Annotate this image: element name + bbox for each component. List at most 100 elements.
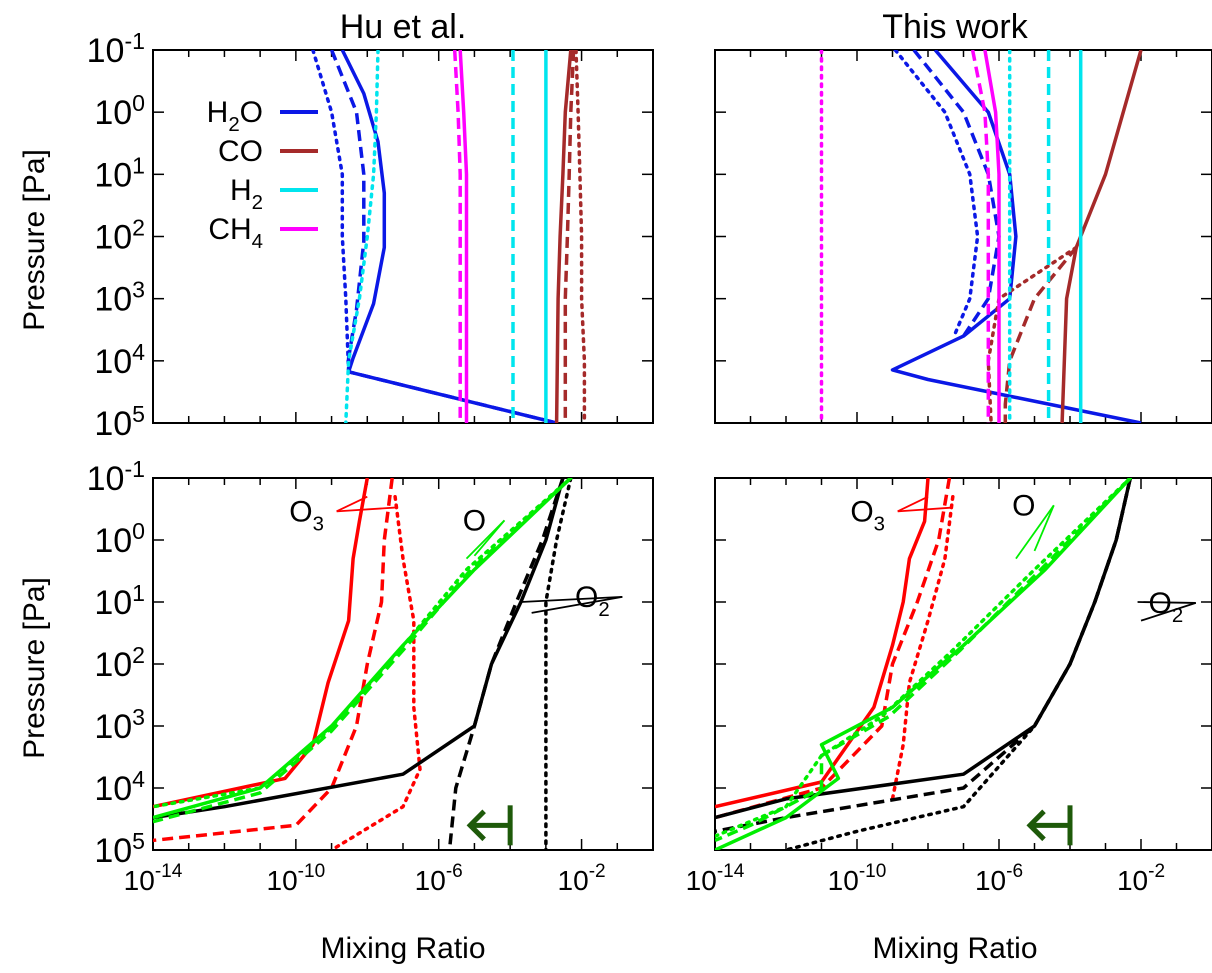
x-tick-label: 10-2	[558, 861, 606, 896]
series-h2-dotted	[344, 50, 380, 423]
annotation-leader	[520, 596, 623, 603]
annotation: O	[1012, 489, 1055, 560]
series-o-dashed	[715, 478, 1132, 843]
y-tick-label: 101	[94, 152, 145, 194]
plot-layer: 10-1100101102103104105H2OCOH2CH410-11001…	[87, 28, 1212, 896]
annotation: O2	[1137, 587, 1197, 627]
y-tick-label: 102	[94, 215, 145, 257]
panel-title-right: This work	[882, 8, 1028, 46]
series-h2o-dotted	[893, 50, 980, 335]
series-o2-dotted	[544, 478, 573, 850]
y-tick-label: 101	[94, 580, 145, 622]
series-h2o-dashed	[912, 50, 1001, 338]
series-o2-dotted	[784, 478, 1133, 850]
series-ch4-dashed	[452, 50, 462, 423]
series-group	[311, 50, 587, 423]
legend-label: CO	[218, 135, 263, 168]
series-co-solid	[1060, 50, 1143, 423]
annotation-leader	[1015, 504, 1055, 560]
annotation-leader	[1140, 602, 1197, 622]
x-tick-label: 10-10	[267, 861, 326, 896]
series-h2o-dashed	[329, 50, 558, 423]
x-tick-label: 10-14	[686, 861, 745, 896]
y-tick-label: 103	[94, 277, 145, 319]
y-tick-label: 103	[94, 704, 145, 746]
arrow-marker	[466, 805, 513, 846]
series-o3-solid	[153, 478, 370, 809]
x-tick-label: 10-10	[828, 861, 887, 896]
legend-label: H2O	[207, 96, 263, 136]
series-group	[715, 478, 1133, 850]
series-o3-dotted	[890, 494, 955, 801]
series-group	[153, 478, 573, 850]
annotation-label: O3	[850, 495, 885, 535]
x-tick-label: 10-14	[124, 861, 183, 896]
series-o3-solid	[715, 478, 930, 809]
series-co-solid	[554, 50, 573, 423]
series-h2o-solid	[340, 50, 558, 423]
panel-4: 10-14 10-10 10-6 10-2 O3 O O2	[686, 477, 1212, 896]
series-group	[819, 50, 1143, 423]
series-o-dotted	[715, 478, 1133, 838]
y-tick-label: 10-1	[87, 28, 145, 70]
annotation: O2	[520, 581, 623, 621]
series-ch4-solid	[458, 50, 469, 423]
annotation: O3	[289, 495, 396, 535]
annotation-label: O	[463, 504, 486, 537]
annotation-leader	[531, 596, 623, 614]
y-tick-label: 104	[94, 766, 145, 808]
annotation-label: O3	[289, 495, 324, 535]
tick-marks	[714, 49, 1212, 424]
annotation-label: O2	[1148, 587, 1183, 627]
tick-marks	[714, 477, 1212, 851]
y-tick-label: 100	[94, 518, 145, 560]
annotation: O3	[850, 495, 953, 535]
y-tick-label: 105	[94, 401, 145, 443]
panel-2	[714, 49, 1212, 424]
x-tick-label: 10-6	[975, 861, 1023, 896]
annotation: O	[463, 504, 506, 560]
series-o-dashed	[153, 478, 572, 824]
annotation-leader	[897, 495, 929, 513]
series-h2o-solid	[890, 50, 1142, 423]
annotation-leader	[897, 506, 953, 513]
arrow-marker	[1026, 805, 1073, 846]
x-tick-label: 10-2	[1117, 861, 1165, 896]
panel-title-left: Hu et al.	[340, 8, 467, 46]
y-axis-label-bottom: Pressure [Pa]	[18, 577, 51, 759]
x-axis-label-right: Mixing Ratio	[872, 932, 1037, 965]
y-tick-label: 102	[94, 642, 145, 684]
plot-frame	[714, 49, 1212, 424]
series-o3-dashed	[153, 478, 394, 843]
annotation-leader	[336, 506, 396, 513]
series-ch4-solid	[983, 50, 1001, 423]
series-o-solid	[715, 478, 1132, 850]
y-tick-label: 104	[94, 339, 145, 381]
series-o3-dotted	[329, 494, 422, 850]
series-h2o-dotted	[311, 50, 351, 374]
y-tick-label: 100	[94, 90, 145, 132]
series-o-dotted	[153, 478, 573, 809]
series-o2-dashed	[447, 478, 565, 850]
annotation-leader	[473, 519, 506, 557]
plot-frame	[714, 477, 1212, 851]
legend-label: CH4	[208, 213, 263, 253]
series-co-dashed	[563, 50, 576, 423]
series-co-dotted	[574, 50, 587, 423]
y-tick-label: 10-1	[87, 456, 145, 498]
series-ch4-dashed	[970, 50, 991, 423]
tick-marks	[152, 477, 654, 851]
annotation-label: O	[1012, 489, 1035, 522]
x-axis-label-left: Mixing Ratio	[320, 932, 485, 965]
y-tick-label: 105	[94, 828, 145, 870]
annotation-leader	[336, 495, 368, 513]
annotation-leader	[1033, 504, 1055, 552]
arrow-head	[1026, 809, 1046, 842]
arrow-head	[466, 809, 486, 842]
series-o-solid	[153, 478, 573, 820]
